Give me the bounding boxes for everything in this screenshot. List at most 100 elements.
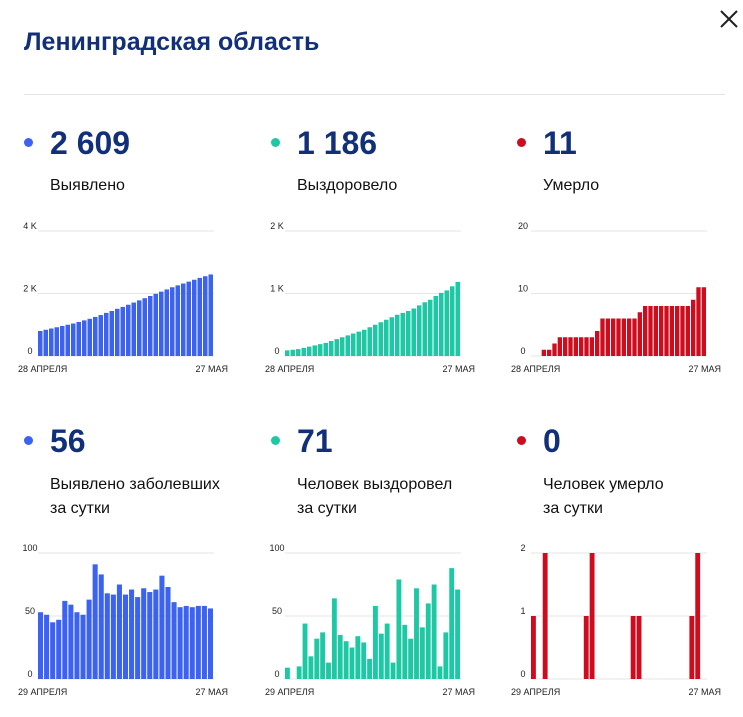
bar <box>589 337 594 356</box>
bar <box>175 285 180 356</box>
y-tick-label: 20 <box>518 221 528 231</box>
bar <box>301 347 306 356</box>
bar <box>296 349 301 356</box>
bar <box>177 607 183 679</box>
bar <box>439 292 444 356</box>
bar <box>367 327 372 356</box>
bar <box>159 575 165 679</box>
x-tick-label: 28 АПРЕЛЯ <box>18 364 67 374</box>
metric-value: 2 609 <box>50 125 131 161</box>
bar <box>547 349 552 356</box>
bar <box>643 306 648 356</box>
bar <box>455 589 460 679</box>
bar <box>76 321 81 356</box>
bar <box>104 593 110 679</box>
metric-label-line1: Человек выздоровел <box>297 476 453 493</box>
close-icon[interactable] <box>716 6 742 32</box>
x-tick-label: 29 АПРЕЛЯ <box>18 687 67 697</box>
bar <box>92 564 98 679</box>
bar <box>109 311 114 356</box>
metric-label-line1: Человек умерло <box>543 476 664 493</box>
bar <box>170 287 175 356</box>
bar <box>431 584 437 679</box>
bar <box>98 315 103 356</box>
bar <box>164 289 169 356</box>
metric-label: Человек умерло за сутки <box>543 473 664 521</box>
bar <box>312 345 317 356</box>
bar <box>443 632 449 679</box>
bar <box>54 327 59 356</box>
bar <box>542 553 548 679</box>
bar <box>691 299 696 356</box>
bar <box>701 287 706 356</box>
metric-label: Умерло <box>543 174 599 198</box>
bar <box>400 312 405 356</box>
bar <box>320 632 326 679</box>
bar <box>302 623 308 679</box>
bar <box>122 594 129 679</box>
metric-label-line1: Выявлено <box>50 177 125 194</box>
bar <box>632 318 637 356</box>
bar <box>44 614 50 679</box>
bar <box>437 666 443 679</box>
bar <box>355 636 361 679</box>
bar <box>362 329 367 356</box>
bar <box>115 308 120 356</box>
bar <box>326 662 331 679</box>
bar <box>60 326 65 356</box>
bar <box>373 324 378 356</box>
bar <box>171 602 177 679</box>
bar <box>68 604 74 679</box>
y-tick-label: 0 <box>274 669 279 679</box>
bar <box>611 318 616 356</box>
bar <box>531 616 536 679</box>
page-title: Ленинградская область <box>24 28 320 56</box>
y-tick-label: 0 <box>520 346 525 356</box>
bar <box>56 619 62 679</box>
y-tick-label: 0 <box>520 669 525 679</box>
bar <box>373 605 378 679</box>
metric-value: 71 <box>297 423 333 459</box>
bar <box>384 623 390 679</box>
bar <box>428 299 433 356</box>
bar <box>120 306 125 356</box>
bullet-dot <box>517 138 526 147</box>
y-tick-label: 0 <box>274 346 279 356</box>
bar <box>589 553 595 679</box>
y-tick-label: 1 <box>520 606 525 616</box>
y-tick-label: 50 <box>25 606 35 616</box>
bar <box>411 308 416 356</box>
bar <box>290 349 295 356</box>
metric-value: 56 <box>50 423 86 459</box>
bar <box>595 331 600 356</box>
x-tick-label: 27 МАЯ <box>688 364 721 374</box>
chart-detected-daily: 0 50 100 29 АПРЕЛЯ 27 МАЯ <box>18 543 228 697</box>
metric-label-line1: Выявлено заболевших <box>50 476 220 493</box>
bar <box>183 605 189 679</box>
divider <box>24 94 725 95</box>
bar <box>208 274 213 356</box>
x-tick-label: 27 МАЯ <box>195 364 228 374</box>
bar <box>65 324 70 356</box>
bar <box>137 300 142 356</box>
bar <box>361 642 367 679</box>
bar <box>389 317 394 356</box>
bar <box>323 342 328 356</box>
metric-value: 11 <box>543 125 577 161</box>
bar <box>93 316 98 356</box>
bar <box>201 605 207 679</box>
bar <box>86 599 92 679</box>
bar <box>98 574 104 679</box>
bar <box>131 302 136 356</box>
bar <box>669 306 674 356</box>
y-tick-label: 1 K <box>270 284 284 294</box>
bar <box>49 328 54 356</box>
x-tick-label: 29 АПРЕЛЯ <box>511 687 560 697</box>
bar <box>408 638 414 679</box>
y-tick-label: 2 K <box>23 284 37 294</box>
y-tick-label: 10 <box>518 284 528 294</box>
bar <box>50 622 56 679</box>
bar <box>378 322 383 356</box>
bar <box>181 283 186 356</box>
bar <box>135 597 141 679</box>
